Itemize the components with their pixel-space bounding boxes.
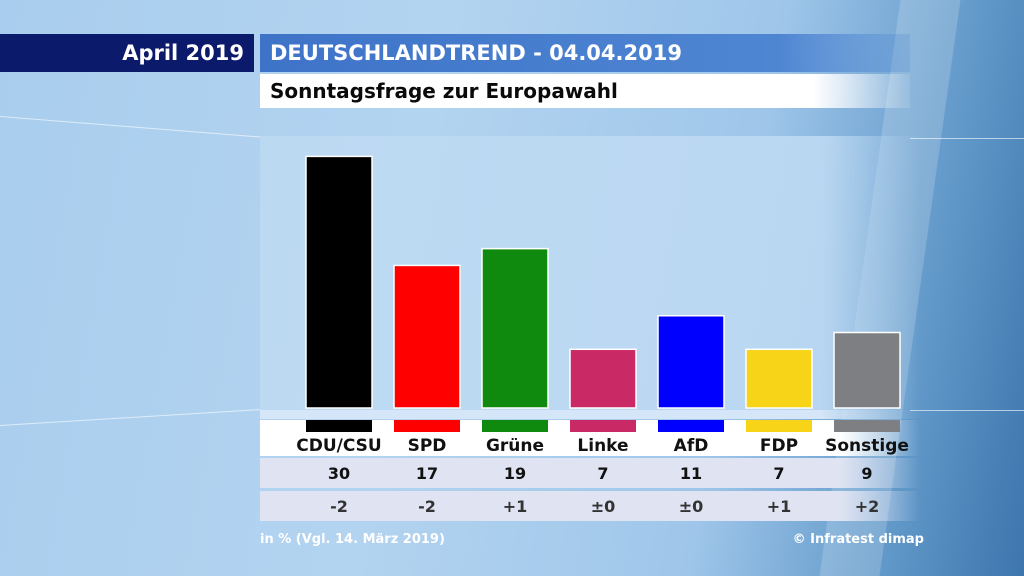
- month-badge: April 2019: [0, 34, 254, 72]
- change-label: +2: [854, 497, 880, 516]
- party-label: Linke: [577, 436, 629, 456]
- change-label: +1: [766, 497, 792, 516]
- value-label: 7: [773, 464, 785, 483]
- value-label: 9: [861, 464, 873, 483]
- bar-fdp: [745, 348, 813, 409]
- party-color-strip: [570, 420, 636, 432]
- background-line-right-bottom: [910, 410, 1024, 411]
- party-color-strip: [746, 420, 812, 432]
- change-label: +1: [502, 497, 528, 516]
- value-label: 19: [503, 464, 527, 483]
- change-label: -2: [418, 497, 436, 516]
- chart-baseline: [260, 410, 920, 419]
- party-color-strip: [306, 420, 372, 432]
- value-row: 30 17 19 7 11 7 9: [260, 458, 920, 488]
- page-title: DEUTSCHLANDTREND - 04.04.2019: [260, 34, 910, 72]
- bar-chart: [305, 155, 901, 409]
- bar-afd: [657, 314, 725, 409]
- value-label: 11: [679, 464, 703, 483]
- change-label: ±0: [590, 497, 616, 516]
- party-label: Grüne: [485, 436, 545, 456]
- change-label: ±0: [678, 497, 704, 516]
- party-color-strip: [658, 420, 724, 432]
- footnote: in % (Vgl. 14. März 2019): [260, 532, 445, 547]
- change-label: -2: [330, 497, 348, 516]
- party-color-strip: [834, 420, 900, 432]
- bar-cdu-csu: [305, 155, 373, 409]
- bar-gr-ne: [481, 247, 549, 409]
- plot-area: [260, 136, 920, 410]
- bar-linke: [569, 348, 637, 409]
- value-label: 7: [597, 464, 609, 483]
- party-label: SPD: [407, 436, 447, 456]
- value-label: 30: [327, 464, 351, 483]
- party-label: CDU/CSU: [296, 436, 382, 456]
- bar-spd: [393, 264, 461, 409]
- party-label: FDP: [759, 436, 799, 456]
- party-color-strip: [482, 420, 548, 432]
- party-label: Sonstige: [825, 436, 909, 456]
- bar-sonstige: [833, 331, 901, 409]
- value-label: 17: [415, 464, 439, 483]
- change-row: -2 -2 +1 ±0 ±0 +1 +2: [260, 491, 920, 521]
- party-label-row: CDU/CSU SPD Grüne Linke AfD FDP Sonstige: [260, 420, 920, 456]
- party-color-strip: [394, 420, 460, 432]
- chart-subtitle: Sonntagsfrage zur Europawahl: [260, 74, 910, 108]
- source-credit: © Infratest dimap: [792, 532, 924, 547]
- background-line-right-top: [910, 138, 1024, 139]
- party-label: AfD: [673, 436, 709, 456]
